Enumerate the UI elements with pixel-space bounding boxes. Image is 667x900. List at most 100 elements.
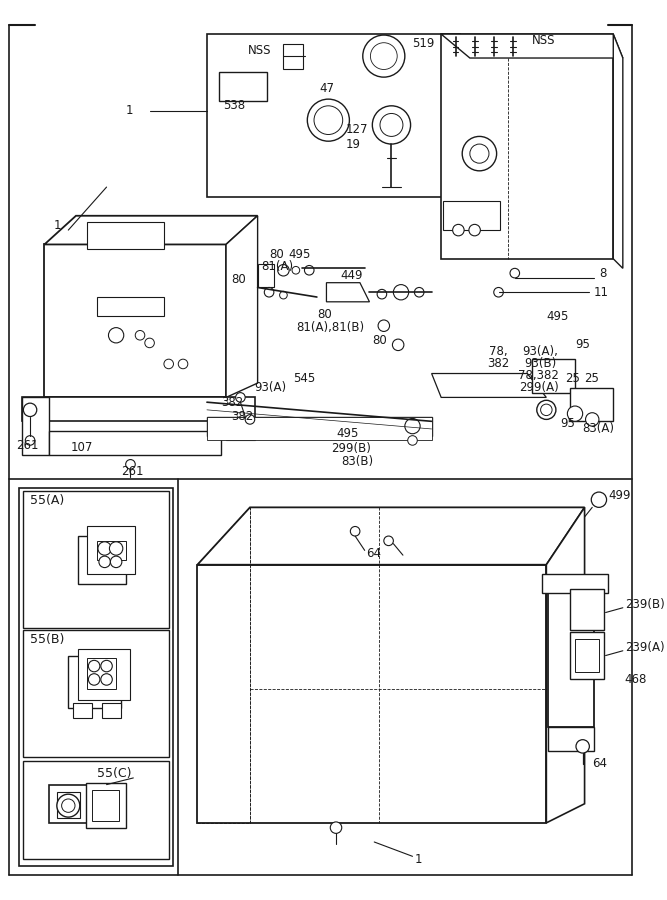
Text: 80: 80 <box>317 308 331 320</box>
Circle shape <box>586 413 599 426</box>
Circle shape <box>89 661 100 671</box>
Circle shape <box>330 822 342 833</box>
Polygon shape <box>570 388 613 421</box>
Polygon shape <box>441 34 623 58</box>
Polygon shape <box>432 374 546 398</box>
Text: 107: 107 <box>70 441 93 454</box>
Circle shape <box>307 99 350 141</box>
Text: 519: 519 <box>412 37 435 50</box>
Bar <box>443 202 500 230</box>
Text: 1: 1 <box>414 852 422 866</box>
Text: 545: 545 <box>293 372 315 385</box>
Circle shape <box>363 35 405 77</box>
Circle shape <box>380 113 403 137</box>
Polygon shape <box>49 431 221 454</box>
Text: 93(B): 93(B) <box>524 357 556 371</box>
Circle shape <box>101 674 112 685</box>
Polygon shape <box>45 245 226 398</box>
Polygon shape <box>441 34 613 259</box>
Circle shape <box>109 542 123 555</box>
Text: 261: 261 <box>16 438 38 452</box>
Polygon shape <box>613 34 623 268</box>
Text: 127: 127 <box>346 123 368 136</box>
Polygon shape <box>197 508 584 564</box>
Bar <box>23 491 169 628</box>
Polygon shape <box>546 508 584 823</box>
Circle shape <box>378 320 390 331</box>
Circle shape <box>164 359 173 369</box>
Circle shape <box>370 42 397 69</box>
Circle shape <box>304 266 314 275</box>
Polygon shape <box>87 526 135 574</box>
Polygon shape <box>102 704 121 717</box>
Bar <box>207 34 460 196</box>
Text: 25: 25 <box>566 372 580 385</box>
Polygon shape <box>87 222 164 249</box>
Polygon shape <box>283 44 303 69</box>
Bar <box>19 488 173 866</box>
Text: 95: 95 <box>561 417 576 429</box>
Circle shape <box>372 106 411 144</box>
Text: 299(B): 299(B) <box>331 442 371 454</box>
Text: 93(A): 93(A) <box>255 382 287 394</box>
Circle shape <box>576 740 590 753</box>
Polygon shape <box>45 216 257 245</box>
Text: 78,: 78, <box>489 345 508 358</box>
Polygon shape <box>87 659 116 689</box>
Text: 499: 499 <box>608 490 631 502</box>
Polygon shape <box>207 417 432 440</box>
Polygon shape <box>68 655 121 708</box>
Circle shape <box>125 460 135 469</box>
Polygon shape <box>97 541 125 560</box>
Text: 495: 495 <box>288 248 311 260</box>
Circle shape <box>245 415 255 424</box>
Text: 538: 538 <box>223 99 245 112</box>
Text: 1: 1 <box>54 219 61 232</box>
Text: 64: 64 <box>592 757 607 770</box>
Polygon shape <box>542 574 608 593</box>
Circle shape <box>89 674 100 685</box>
Polygon shape <box>575 639 599 671</box>
Bar <box>23 760 169 860</box>
Polygon shape <box>570 632 604 680</box>
Polygon shape <box>548 727 594 752</box>
Circle shape <box>57 794 80 817</box>
Circle shape <box>264 287 274 297</box>
Text: 55(A): 55(A) <box>30 494 64 508</box>
Polygon shape <box>23 398 255 421</box>
Polygon shape <box>78 536 125 584</box>
Text: 83(B): 83(B) <box>341 455 373 468</box>
Text: 25: 25 <box>584 372 600 385</box>
Text: 83(A): 83(A) <box>583 422 615 436</box>
Polygon shape <box>219 72 267 101</box>
Polygon shape <box>97 297 164 316</box>
Circle shape <box>377 290 387 299</box>
Polygon shape <box>92 790 119 821</box>
Circle shape <box>279 292 287 299</box>
Circle shape <box>510 268 520 278</box>
Circle shape <box>235 392 245 402</box>
Circle shape <box>135 330 145 340</box>
Circle shape <box>110 556 122 568</box>
Circle shape <box>591 492 606 508</box>
Circle shape <box>350 526 360 536</box>
Polygon shape <box>326 283 370 302</box>
Text: 495: 495 <box>546 310 569 323</box>
Circle shape <box>277 265 289 276</box>
Circle shape <box>178 359 188 369</box>
Text: 47: 47 <box>319 82 334 95</box>
Polygon shape <box>548 584 594 727</box>
Polygon shape <box>57 792 80 818</box>
Text: NSS: NSS <box>532 34 556 48</box>
Circle shape <box>23 403 37 417</box>
Text: 78,382: 78,382 <box>518 369 558 382</box>
Circle shape <box>494 287 504 297</box>
Polygon shape <box>85 783 125 828</box>
Text: 382: 382 <box>487 357 510 371</box>
Circle shape <box>98 542 111 555</box>
Polygon shape <box>73 704 92 717</box>
Text: 11: 11 <box>594 286 609 299</box>
Text: 382: 382 <box>221 396 243 409</box>
Circle shape <box>537 400 556 419</box>
Circle shape <box>470 144 489 163</box>
